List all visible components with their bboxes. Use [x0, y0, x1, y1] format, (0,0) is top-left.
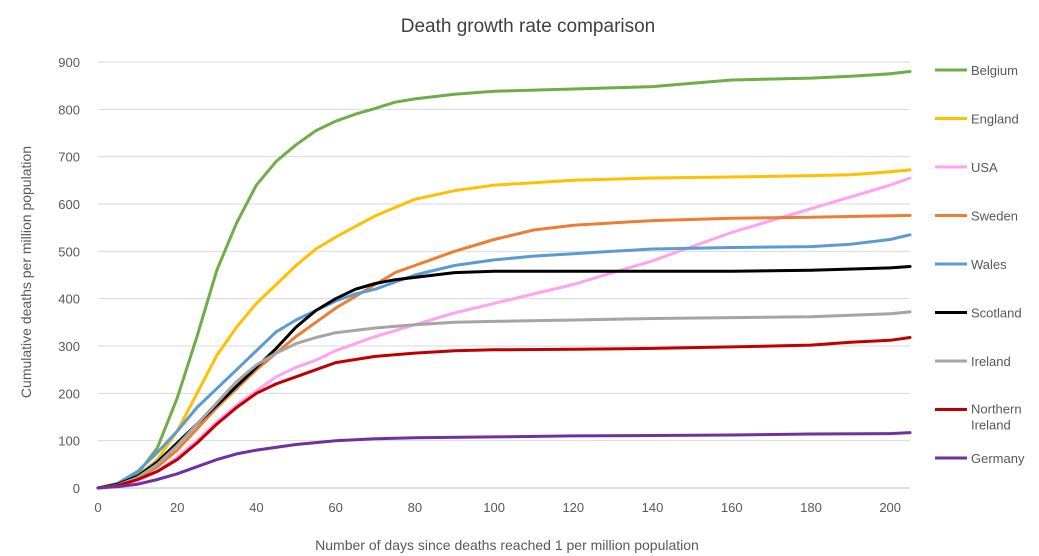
series-line-northern-ireland — [96, 336, 912, 490]
x-tick-label: 0 — [94, 500, 101, 515]
x-tick-label: 60 — [328, 500, 342, 515]
y-tick-label: 700 — [58, 150, 80, 165]
legend-label-northern-ireland: Northern Ireland — [971, 402, 1022, 433]
legend: Belgium England USA Sweden Wales Scotland Irel… — [935, 63, 1025, 466]
legend-label-germany: Germany — [971, 451, 1025, 466]
y-tick-label: 300 — [58, 339, 80, 354]
x-tick-label: 200 — [879, 500, 901, 515]
y-axis-title: Cumulative deaths per million population — [18, 146, 34, 398]
y-tick-label: 600 — [58, 197, 80, 212]
x-tick-label: 20 — [170, 500, 184, 515]
x-axis-title: Number of days since deaths reached 1 pe… — [315, 537, 699, 553]
legend-label-wales: Wales — [971, 257, 1007, 272]
chart-title: Death growth rate comparison — [401, 16, 656, 37]
y-tick-labels: 0 100 200 300 400 500 600 700 800 900 — [58, 55, 80, 496]
x-tick-label: 40 — [249, 500, 263, 515]
x-tick-label: 80 — [408, 500, 422, 515]
series-line-belgium — [96, 70, 912, 490]
y-tick-label: 800 — [58, 102, 80, 117]
legend-label-england: England — [971, 112, 1019, 127]
x-tick-label: 100 — [483, 500, 505, 515]
gridlines — [98, 61, 910, 489]
legend-label-ireland: Ireland — [971, 354, 1011, 369]
x-tick-label: 180 — [800, 500, 822, 515]
y-tick-label: 900 — [58, 55, 80, 70]
x-tick-label: 120 — [562, 500, 584, 515]
y-tick-label: 100 — [58, 434, 80, 449]
legend-label-belgium: Belgium — [971, 63, 1018, 78]
series-line-usa — [96, 176, 912, 490]
legend-label-sweden: Sweden — [971, 209, 1018, 224]
x-tick-labels: 0 20 40 60 80 100 120 140 160 180 200 — [94, 500, 901, 515]
series-line-germany — [96, 431, 912, 490]
y-tick-label: 500 — [58, 244, 80, 259]
y-tick-label: 400 — [58, 292, 80, 307]
series-line-ireland — [96, 310, 912, 490]
legend-label-usa: USA — [971, 160, 998, 175]
x-tick-label: 160 — [721, 500, 743, 515]
series-lines — [96, 70, 912, 490]
series-line-wales — [96, 233, 912, 490]
legend-label-scotland: Scotland — [971, 306, 1022, 321]
series-line-sweden — [96, 213, 912, 490]
x-tick-label: 140 — [642, 500, 664, 515]
y-tick-label: 200 — [58, 386, 80, 401]
series-line-scotland — [96, 265, 912, 490]
y-tick-label: 0 — [73, 481, 80, 496]
